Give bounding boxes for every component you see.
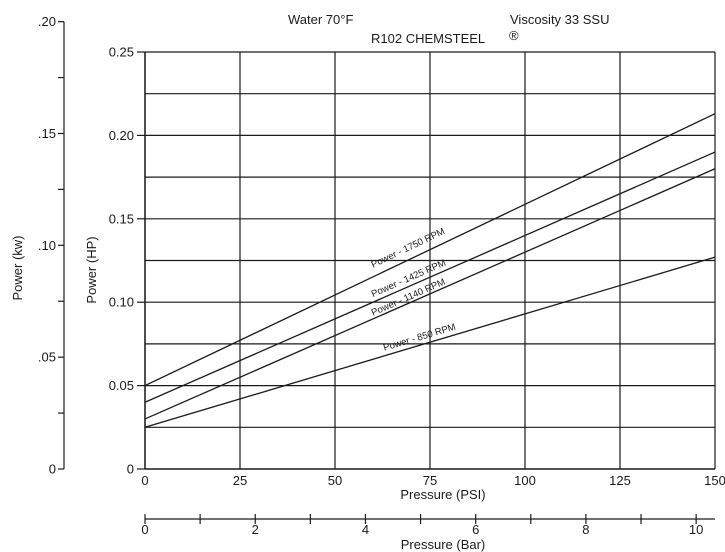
x-tick-label: 0 [141, 473, 148, 488]
y-tick-label: 0 [127, 462, 134, 477]
y-tick-label: 0.20 [109, 128, 134, 143]
y-axis-label-hp: Power (HP) [84, 236, 99, 303]
x-tick-label: 150 [704, 473, 725, 488]
bar-tick-label: 0 [141, 522, 148, 537]
chart-title: R102 CHEMSTEEL [371, 31, 485, 46]
x-tick-label: 50 [328, 473, 342, 488]
grid-lines [144, 52, 716, 469]
y-tick-label: 0.25 [109, 45, 134, 60]
x-tick-label: 125 [609, 473, 631, 488]
kw-tick-label: 0 [49, 462, 56, 477]
y-axis-label-kw: Power (kw) [10, 235, 25, 300]
bar-tick-label: 6 [472, 522, 479, 537]
bar-tick-label: 4 [362, 522, 369, 537]
series-line [144, 168, 716, 420]
header-left-label: Water 70°F [288, 12, 353, 27]
registered-mark: ® [509, 28, 519, 43]
kw-tick-label: .20 [38, 14, 56, 29]
kw-tick-label: .10 [38, 238, 56, 253]
series-line [144, 151, 716, 403]
header-right-label: Viscosity 33 SSU [510, 12, 609, 27]
x-tick-label: 25 [233, 473, 247, 488]
x-tick-label: 100 [514, 473, 536, 488]
y-tick-label: 0.05 [109, 378, 134, 393]
kw-tick-label: .15 [38, 126, 56, 141]
axes: 0 25 50 75 100 125 15000.050.100.150.200.250.0… [38, 14, 725, 537]
x-axis-label-psi: Pressure (PSI) [400, 487, 485, 502]
bar-tick-label: 10 [689, 522, 703, 537]
series-line [144, 113, 716, 387]
x-tick-label: 75 [423, 473, 437, 488]
kw-tick-label: .05 [38, 350, 56, 365]
bar-tick-label: 2 [252, 522, 259, 537]
y-tick-label: 0.15 [109, 211, 134, 226]
x-axis-label-bar: Pressure (Bar) [401, 537, 486, 552]
series-line [144, 256, 716, 428]
bar-tick-label: 8 [582, 522, 589, 537]
y-tick-label: 0.10 [109, 295, 134, 310]
